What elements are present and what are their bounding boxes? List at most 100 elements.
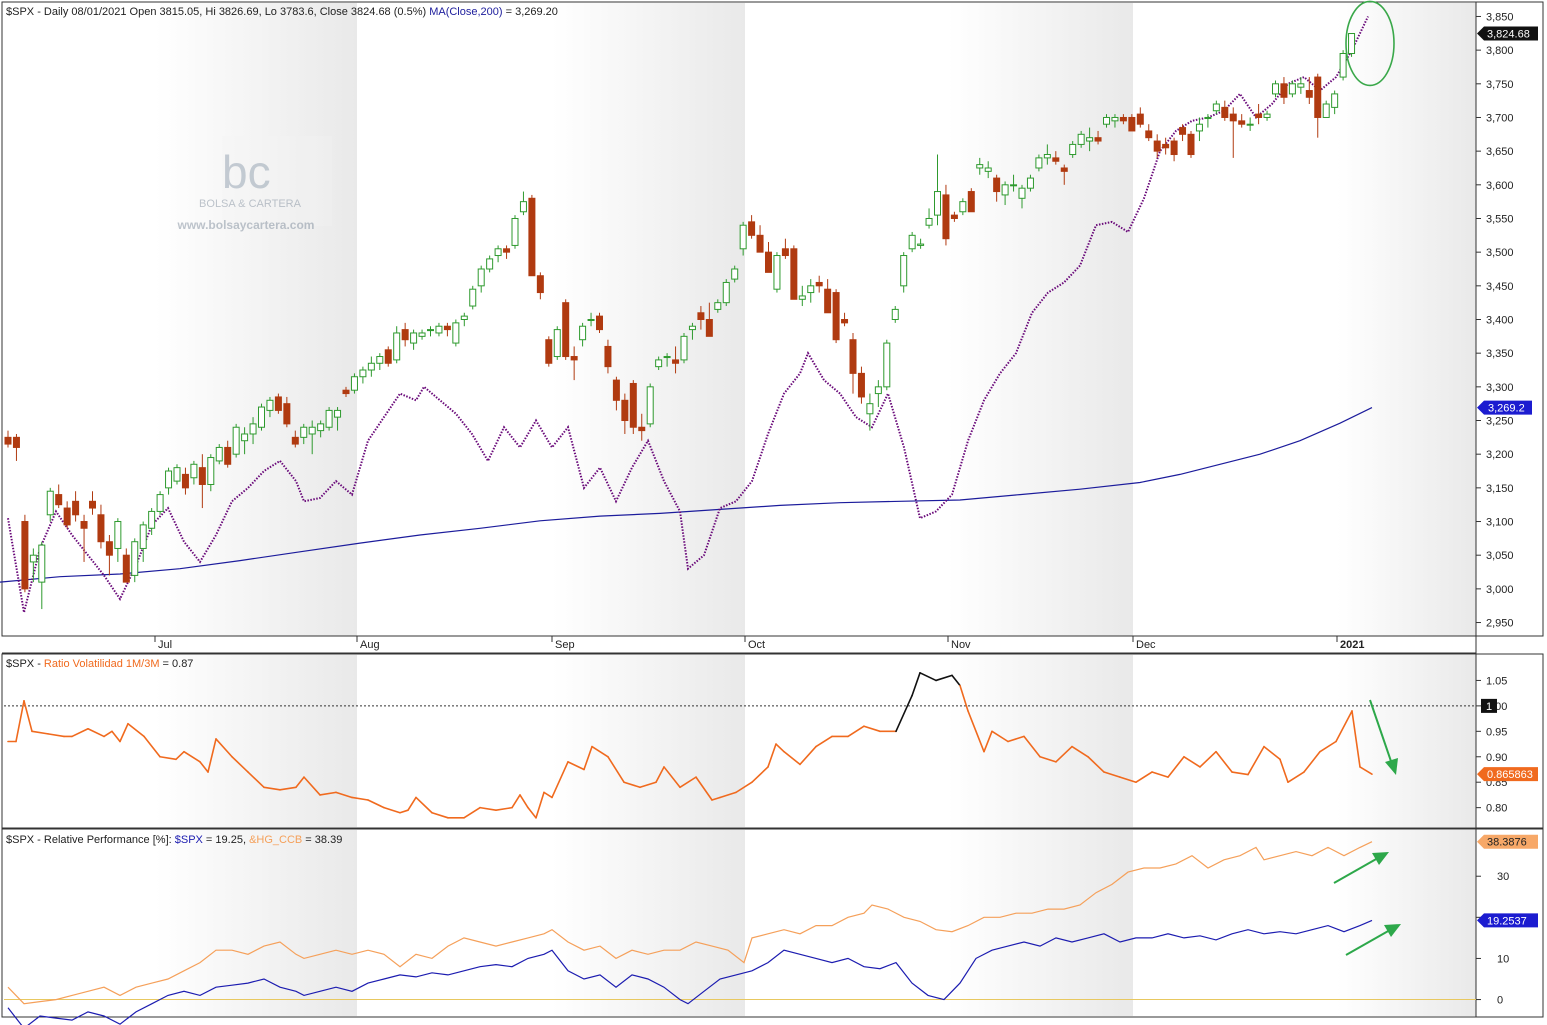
vol-line-segment — [783, 750, 801, 766]
candle-body — [266, 399, 274, 411]
up-arrow-1-head — [1372, 852, 1389, 865]
candle — [46, 487, 54, 522]
candle-body — [841, 319, 849, 324]
candle-body — [1001, 184, 1009, 196]
candle — [418, 329, 426, 340]
candle-body — [334, 409, 342, 418]
spx-last-label: 19.2537 — [1487, 915, 1527, 927]
vol-line-segment — [1183, 755, 1201, 768]
candle — [781, 238, 789, 259]
candle-body — [511, 217, 519, 246]
candle-body — [1314, 76, 1322, 118]
candle — [1331, 90, 1339, 115]
candle — [705, 302, 713, 337]
candle — [367, 356, 375, 377]
candle-body — [63, 507, 71, 526]
candle-body — [291, 436, 299, 445]
y-tick-label: 3,350 — [1486, 348, 1514, 360]
y-tick-label: 3,250 — [1486, 416, 1514, 428]
candle-body — [114, 521, 122, 549]
vol-line-segment — [143, 735, 161, 758]
vol-line-segment — [623, 781, 641, 789]
candle-body — [384, 349, 392, 364]
candle — [1305, 77, 1313, 105]
candle-body — [1170, 140, 1178, 156]
vol-line-segment — [399, 809, 409, 814]
watermark: bc BOLSA & CARTERA www.bolsaycartera.com — [177, 136, 332, 232]
y-tick-label: 3,150 — [1486, 483, 1514, 495]
candle-body — [612, 379, 620, 401]
candle-body — [1179, 127, 1187, 135]
candle — [122, 548, 130, 583]
candle-body — [849, 339, 857, 374]
candle — [815, 275, 823, 293]
candle-body — [655, 359, 663, 368]
candle — [967, 188, 975, 213]
candle-body — [1035, 157, 1043, 169]
perf-y-tick-label: 10 — [1497, 953, 1509, 965]
candle — [748, 215, 756, 239]
vol-line-segment — [103, 730, 113, 738]
candle — [21, 514, 29, 593]
candle-body — [984, 167, 992, 172]
candle-body — [224, 446, 232, 465]
vol-line-segment — [111, 730, 121, 743]
spx-last-marker — [1477, 913, 1538, 928]
candle — [1136, 107, 1144, 128]
candle — [477, 265, 485, 293]
candle — [1322, 100, 1330, 118]
vol-line-segment — [87, 727, 105, 738]
candle — [1153, 134, 1161, 158]
candle-body — [1322, 103, 1330, 118]
candle-body — [452, 322, 460, 344]
candle-body — [807, 285, 815, 294]
candle-body — [1086, 137, 1094, 142]
vol-line-segment — [751, 766, 769, 784]
candle-body — [765, 251, 772, 273]
candle — [629, 380, 637, 434]
vol-line-segment — [119, 722, 129, 743]
candle — [241, 427, 249, 455]
vol-line-segment — [1263, 745, 1281, 761]
candle-body — [393, 332, 401, 361]
candle-body — [917, 243, 925, 246]
candle — [198, 454, 206, 509]
candle-body — [418, 332, 426, 337]
candle-body — [697, 312, 705, 321]
candle-body — [165, 470, 173, 489]
perf-panel-frame — [1, 828, 1544, 1018]
candle-body — [874, 386, 882, 395]
watermark-url: www.bolsaycartera.com — [177, 218, 315, 232]
vol-line-segment — [1303, 750, 1321, 773]
candle-body — [621, 399, 629, 422]
vol-line-segment — [199, 761, 209, 773]
candle-body — [1331, 93, 1339, 108]
candle-body — [1018, 187, 1026, 199]
candle-body — [173, 467, 181, 482]
candle-body — [1043, 154, 1051, 159]
candle-body — [249, 423, 257, 435]
vol-line-segment — [1055, 745, 1073, 763]
candle-body — [739, 224, 747, 250]
candle — [1010, 174, 1018, 192]
candle-body — [1280, 83, 1288, 98]
candle-body — [790, 248, 798, 300]
candle-body — [1187, 133, 1195, 156]
candle — [519, 191, 527, 216]
candle-body — [97, 514, 105, 543]
candle-body — [545, 339, 553, 364]
vol-reference-marker — [1481, 698, 1497, 713]
vol-line-segment — [1119, 776, 1137, 784]
watermark-brand: BOLSA & CARTERA — [199, 198, 302, 210]
candle — [553, 326, 561, 360]
candle — [165, 467, 173, 495]
vol-line-segment — [351, 796, 369, 801]
candle-body — [300, 426, 308, 438]
vol-line-segment — [815, 735, 833, 748]
month-band — [1337, 830, 1476, 1016]
perf-y-tick-label: 30 — [1497, 871, 1509, 883]
candle — [934, 154, 941, 226]
vol-line-segment — [511, 794, 521, 809]
candle — [942, 184, 950, 246]
vol-line-segment — [607, 755, 625, 784]
